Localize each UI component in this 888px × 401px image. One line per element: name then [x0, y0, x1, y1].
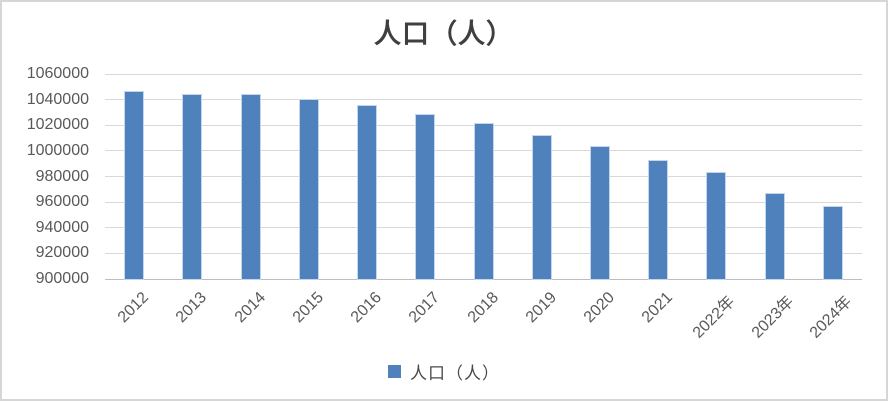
bar-2015 [299, 99, 318, 279]
y-tick-label: 940000 [35, 218, 89, 236]
x-tick-label: 2021 [639, 289, 677, 327]
y-tick-label: 1060000 [26, 65, 89, 82]
y-tick-label: 920000 [35, 244, 89, 262]
bar-2016 [358, 106, 377, 279]
y-tick-label: 1020000 [26, 116, 89, 134]
x-tick-label: 2017 [406, 289, 444, 327]
bar-2013 [183, 94, 202, 279]
gridline [105, 99, 862, 101]
bar-2012 [125, 91, 144, 279]
y-axis: 1060000 1040000 1020000 1000000 980000 960000… [2, 65, 98, 287]
y-tick-label: 1000000 [26, 141, 89, 159]
x-tick-label: 2016 [347, 289, 386, 327]
x-tick-label: 2022年 [690, 293, 739, 342]
gridline [105, 73, 862, 75]
bar-2019 [532, 135, 551, 279]
bar-2021 [649, 161, 668, 279]
bar-2017 [416, 115, 435, 279]
bar-2018 [474, 123, 493, 279]
legend: 人口（人） [2, 359, 886, 384]
x-tick-label: 2012 [114, 289, 153, 327]
bar-2024年 [823, 207, 842, 279]
legend-label: 人口（人） [410, 364, 500, 383]
legend-marker-icon [388, 365, 401, 378]
bar-2022年 [707, 172, 726, 279]
y-tick-label: 900000 [35, 270, 89, 287]
x-tick-label: 2024年 [806, 293, 856, 342]
y-tick-label: 1040000 [26, 90, 89, 108]
chart-title: 人口（人） [374, 19, 514, 49]
y-tick-label: 960000 [35, 193, 89, 211]
x-tick-label: 2020 [580, 289, 618, 327]
y-tick-label: 980000 [35, 167, 89, 185]
bar-2023年 [765, 194, 784, 279]
x-axis-line [105, 278, 862, 280]
x-tick-label: 2018 [464, 289, 502, 327]
x-tick-label: 2019 [522, 289, 560, 327]
bar-2020 [590, 147, 609, 279]
x-tick-label: 2015 [289, 289, 327, 327]
plot-area [105, 73, 862, 280]
x-axis: 2012 2013 2014 2015 2016 2017 2018 2019 2020 2021… [105, 279, 862, 342]
bar-2014 [241, 94, 260, 279]
x-tick-label: 2023年 [748, 293, 797, 342]
x-tick-label: 2014 [231, 289, 269, 327]
x-tick-label: 2013 [173, 289, 211, 327]
